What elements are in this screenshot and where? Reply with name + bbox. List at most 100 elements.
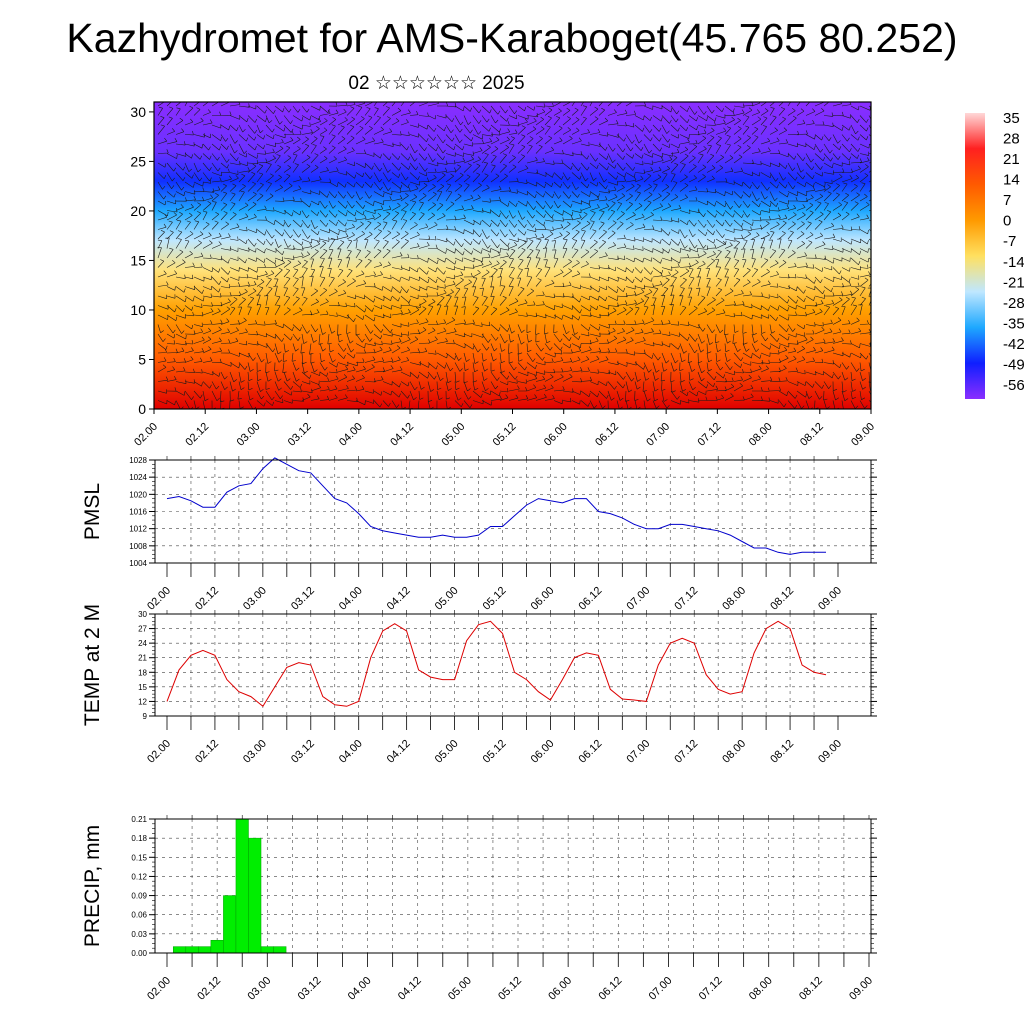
precip-bar — [235, 818, 249, 954]
y-axis-label: PRECIP, mm — [81, 825, 104, 947]
x-tick-label: 02.00 — [132, 421, 160, 449]
panel-frame — [154, 613, 872, 717]
y-tick-label: 0.00 — [131, 949, 147, 958]
x-tick-label: 05.00 — [439, 421, 467, 449]
y-tick-label: 0.15 — [131, 853, 147, 862]
precip-bar — [223, 895, 237, 954]
y-tick-label: 0.12 — [131, 872, 147, 881]
x-tick-label: 07.00 — [624, 738, 652, 766]
x-tick-label: 04.00 — [337, 738, 365, 766]
x-tick-label: 06.00 — [529, 738, 557, 766]
x-tick-label: 07.12 — [697, 975, 725, 1003]
page-subtitle: 02 ☆☆☆☆☆☆ 2025 — [348, 73, 525, 94]
x-tick-label: 03.12 — [289, 738, 317, 766]
x-tick-label: 07.12 — [696, 421, 724, 449]
x-tick-label: 03.00 — [235, 421, 263, 449]
colorbar-label: -14 — [1003, 254, 1024, 271]
y-tick-label: 5 — [138, 351, 146, 367]
y-axis-label: PMSL — [81, 483, 104, 540]
temp-panel: 9 12 15 18 21 24 27 30 02.00 02.12 03.00 03.12 04.00… — [81, 604, 877, 766]
x-tick-label: 04.12 — [385, 738, 413, 766]
y-tick-label: 1024 — [129, 473, 147, 482]
x-tick-label: 08.12 — [797, 975, 825, 1003]
grid — [155, 818, 871, 954]
colorbar-label: -35 — [1003, 315, 1024, 332]
x-tick-label: 02.00 — [145, 585, 173, 613]
x-tick-label: 07.00 — [647, 975, 675, 1003]
precip-bar — [185, 946, 199, 954]
x-tick-label: 06.00 — [542, 421, 570, 449]
precip-bar — [260, 946, 274, 954]
y-tick-label: 30 — [138, 610, 147, 619]
series-line — [166, 457, 826, 555]
y-tick-label: 24 — [138, 639, 147, 648]
x-tick-label: 03.00 — [245, 975, 273, 1003]
y-tick-label: 0.18 — [131, 834, 147, 843]
y-tick-label: 1028 — [129, 456, 147, 465]
precip-bar — [248, 837, 262, 954]
wind-barbs — [157, 102, 871, 409]
x-tick-label: 08.00 — [747, 421, 775, 449]
grid — [155, 613, 871, 717]
y-tick-label: 1020 — [129, 490, 147, 499]
y-tick-label: 15 — [130, 252, 146, 268]
y-tick-label: 10 — [130, 302, 146, 318]
x-tick-label: 03.00 — [241, 585, 269, 613]
x-tick-label: 06.12 — [577, 738, 605, 766]
colorbar-label: -28 — [1003, 295, 1024, 312]
colorbar-label: 7 — [1003, 192, 1011, 209]
x-tick-label: 08.12 — [768, 738, 796, 766]
y-tick-label: 30 — [130, 104, 146, 120]
colorbar-label: -49 — [1003, 356, 1024, 373]
x-tick-label: 05.12 — [491, 421, 519, 449]
colorbar-label: 14 — [1003, 172, 1020, 189]
y-tick-label: 0.03 — [131, 930, 147, 939]
x-tick-label: 09.00 — [816, 585, 844, 613]
y-tick-label: 1004 — [129, 559, 147, 568]
x-tick-label: 04.12 — [388, 421, 416, 449]
precip-panel: 0.00 0.03 0.06 0.09 0.12 0.15 0.18 0.21 02.00 02.… — [81, 815, 877, 1003]
x-tick-label: 09.00 — [849, 421, 877, 449]
x-tick-label: 02.12 — [195, 975, 223, 1003]
x-tick-label: 04.00 — [346, 975, 374, 1003]
x-tick-label: 02.12 — [193, 585, 221, 613]
colorbar-label: 0 — [1003, 213, 1011, 230]
y-tick-label: 0 — [138, 401, 146, 417]
x-tick-label: 08.12 — [768, 585, 796, 613]
colorbar-label: 28 — [1003, 131, 1020, 148]
precip-bar — [198, 946, 212, 954]
y-tick-label: 1012 — [129, 525, 147, 534]
x-tick-label: 07.00 — [644, 421, 672, 449]
x-tick-label: 06.12 — [577, 585, 605, 613]
series-line — [166, 620, 827, 708]
x-tick-label: 02.00 — [145, 975, 173, 1003]
colorbar-label: -7 — [1003, 233, 1016, 250]
y-tick-label: 0.21 — [131, 815, 147, 824]
panel-frame — [154, 818, 872, 954]
x-tick-label: 08.00 — [747, 975, 775, 1003]
x-tick-label: 05.12 — [481, 585, 509, 613]
x-tick-label: 04.00 — [337, 585, 365, 613]
y-tick-label: 0.09 — [131, 892, 147, 901]
y-tick-label: 21 — [138, 654, 147, 663]
x-tick-label: 05.00 — [446, 975, 474, 1003]
x-tick-label: 04.12 — [385, 585, 413, 613]
x-tick-label: 03.12 — [289, 585, 317, 613]
x-tick-label: 08.12 — [798, 421, 826, 449]
x-tick-label: 02.12 — [183, 421, 211, 449]
x-tick-label: 03.12 — [286, 421, 314, 449]
precip-bar — [273, 946, 287, 954]
x-tick-label: 08.00 — [720, 585, 748, 613]
x-tick-label: 06.12 — [593, 421, 621, 449]
y-tick-label: 12 — [138, 697, 147, 706]
colorbar-fill — [965, 113, 985, 399]
colorbar-label: -56 — [1003, 377, 1024, 394]
x-tick-label: 08.00 — [720, 738, 748, 766]
page-title: Kazhydromet for AMS-Karaboget(45.765 80.… — [66, 15, 958, 61]
pmsl-panel: 1004 1008 1012 1016 1020 1024 1028 02.00 02.12 03… — [81, 456, 877, 613]
x-tick-label: 07.12 — [672, 585, 700, 613]
x-tick-label: 09.00 — [816, 738, 844, 766]
wind-barb-field — [157, 102, 871, 409]
x-tick-label: 05.00 — [433, 585, 461, 613]
y-tick-label: 27 — [138, 625, 147, 634]
